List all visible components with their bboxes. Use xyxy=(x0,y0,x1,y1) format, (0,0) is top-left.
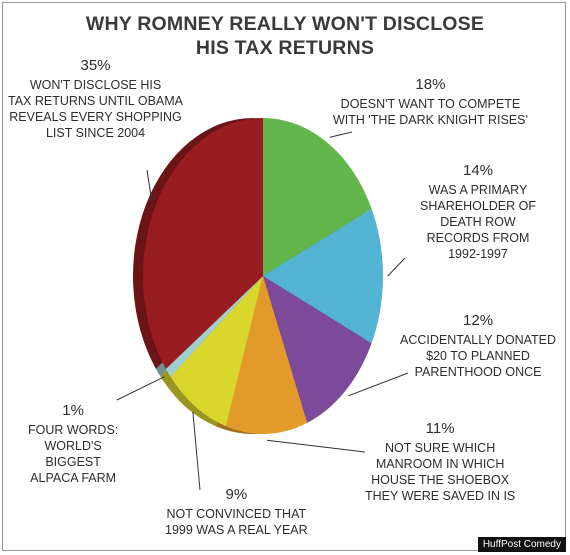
slice-label-3-line-2: HOUSE THE SHOEBOX xyxy=(371,473,510,487)
leader-line-2 xyxy=(348,372,409,397)
slice-label-5-line-1: WORLD'S xyxy=(44,439,102,453)
leader-line-5 xyxy=(116,376,165,401)
label-1999: 9% NOT CONVINCED THAT 1999 WAS A REAL YEAR xyxy=(165,486,308,538)
leader-line-6 xyxy=(146,169,153,202)
leader-line-4 xyxy=(192,411,201,491)
slice-label-1-line-3: RECORDS FROM xyxy=(426,231,530,245)
label-shoebox: 11% NOT SURE WHICH MANROOM IN WHICH HOUSE T… xyxy=(365,420,515,504)
label-planned-parenthood: 12% ACCIDENTALLY DONATED $20 TO PLANNED PAR… xyxy=(400,312,556,380)
slice-label-5-line-0: FOUR WORDS: xyxy=(28,423,119,437)
label-alpaca-farm: 1% FOUR WORDS: WORLD'S BIGGEST ALPACA FARM xyxy=(28,402,118,486)
slice-label-6-line-1: TAX RETURNS UNTIL OBAMA xyxy=(8,94,184,108)
slice-label-1-line-1: SHAREHOLDER OF xyxy=(420,199,536,213)
leader-line-1 xyxy=(387,257,406,277)
pie-slice-3 xyxy=(225,276,308,435)
slice-percent-4: 9% xyxy=(225,486,248,503)
chart-title-line-2: HIS TAX RETURNS xyxy=(195,37,375,59)
slice-label-4-line-0: NOT CONVINCED THAT xyxy=(166,507,307,521)
slice-percent-5: 1% xyxy=(62,402,84,419)
label-dark-knight: 18% DOESN'T WANT TO COMPETE WITH 'THE DARK… xyxy=(333,76,528,128)
slice-label-2-line-1: $20 TO PLANNED xyxy=(426,349,530,363)
label-death-row: 14% WAS A PRIMARY SHAREHOLDER OF DEATH ROW R… xyxy=(420,162,536,262)
leader-line-0 xyxy=(329,131,353,138)
slice-percent-1: 14% xyxy=(462,162,494,179)
label-shopping-list: 35% WON'T DISCLOSE HIS TAX RETURNS UNTIL O… xyxy=(8,57,183,141)
slice-label-2-line-0: ACCIDENTALLY DONATED xyxy=(400,333,557,347)
slice-label-5-line-3: ALPACA FARM xyxy=(30,471,117,485)
slice-label-3-line-1: MANROOM IN WHICH xyxy=(375,457,505,471)
pie-slice-6 xyxy=(143,118,263,369)
slice-label-3-line-0: NOT SURE WHICH xyxy=(385,441,496,455)
leader-line-3 xyxy=(266,439,366,453)
credit-badge: HuffPost Comedy xyxy=(477,537,566,552)
slice-percent-0: 18% xyxy=(415,76,446,93)
slice-label-2-line-2: PARENTHOOD ONCE xyxy=(414,365,542,379)
slice-label-5-line-2: BIGGEST xyxy=(45,455,101,469)
slice-label-4-line-1: 1999 WAS A REAL YEAR xyxy=(165,523,308,537)
slice-label-3-line-3: THEY WERE SAVED IN IS xyxy=(365,489,516,503)
chart-title-line-1: WHY ROMNEY REALLY WON'T DISCLOSE xyxy=(85,13,485,35)
slice-label-1-line-2: DEATH ROW xyxy=(440,215,516,229)
slice-percent-3: 11% xyxy=(425,420,455,437)
slice-label-6-line-2: REVEALS EVERY SHOPPING xyxy=(9,110,182,124)
pie-slice-5 xyxy=(165,276,263,377)
pie-slice-2 xyxy=(263,276,372,423)
slice-label-0-line-1: WITH 'THE DARK KNIGHT RISES' xyxy=(333,113,528,127)
slice-label-6-line-3: LIST SINCE 2004 xyxy=(45,126,146,140)
slice-label-1-line-4: 1992-1997 xyxy=(448,247,508,261)
slice-label-0-line-0: DOESN'T WANT TO COMPETE xyxy=(340,97,521,111)
pie-slice-0 xyxy=(263,118,372,276)
slice-percent-2: 12% xyxy=(463,312,494,329)
pie-slice-1 xyxy=(263,208,384,344)
slice-percent-6: 35% xyxy=(80,57,111,74)
slice-label-1-line-0: WAS A PRIMARY xyxy=(428,183,528,197)
slice-label-6-line-0: WON'T DISCLOSE HIS xyxy=(29,78,162,92)
pie-slice-4 xyxy=(170,276,263,427)
